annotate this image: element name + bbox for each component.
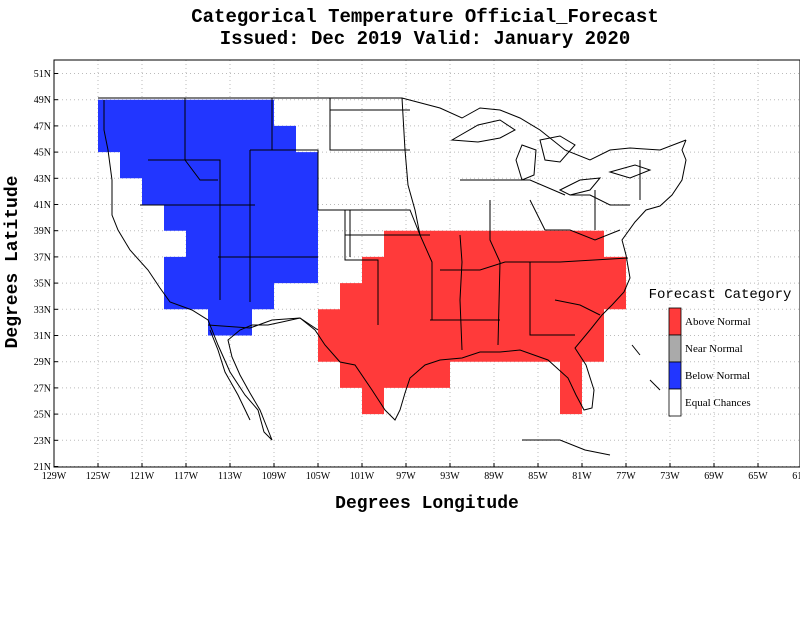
x-tick-label: 117W [174,471,199,482]
x-tick-label: 77W [616,471,636,482]
legend-label: Equal Chances [685,397,751,409]
x-tick-label: 121W [130,471,155,482]
y-tick-label: 51N [34,69,51,80]
x-axis-ticks: 129W 125W 121W 117W 113W 109W 105W 101W 97W 93W 89… [42,463,800,482]
x-tick-label: 89W [484,471,504,482]
x-tick-label: 65W [748,471,768,482]
y-tick-label: 25N [34,410,51,421]
x-tick-label: 105W [306,471,331,482]
legend-swatch [668,307,682,336]
x-tick-label: 69W [704,471,724,482]
y-tick-label: 47N [34,121,51,132]
x-tick-label: 73W [660,471,680,482]
y-tick-label: 31N [34,331,51,342]
y-tick-label: 45N [34,148,51,159]
x-tick-label: 93W [440,471,460,482]
y-tick-label: 43N [34,174,51,185]
x-tick-label: 129W [42,471,67,482]
y-tick-label: 27N [34,383,51,394]
y-tick-label: 23N [34,436,51,447]
x-tick-label: 97W [396,471,416,482]
y-tick-label: 21N [34,462,51,473]
y-tick-label: 33N [34,305,51,316]
chart-title: Categorical Temperature Official_Forecas… [191,6,659,28]
y-axis-label: Degrees Latitude [3,176,23,349]
legend-label: Above Normal [685,316,751,328]
x-tick-label: 85W [528,471,548,482]
legend-swatch [668,361,682,390]
legend-swatch [668,388,682,417]
legend-label: Near Normal [685,343,743,355]
x-tick-label: 125W [86,471,111,482]
us-outline [98,97,687,456]
y-tick-label: 41N [34,200,51,211]
above-normal-region [318,230,626,415]
legend-swatch [668,334,682,363]
x-tick-label: 81W [572,471,592,482]
x-tick-label: 61W [792,471,800,482]
x-tick-label: 109W [262,471,287,482]
legend-label: Below Normal [685,370,750,382]
y-axis-ticks: 51N 49N 47N 45N 43N 41N 39N 37N 35N 33N 31N 29N 27N 2… [34,69,58,473]
y-tick-label: 37N [34,252,51,263]
y-tick-label: 35N [34,279,51,290]
y-tick-label: 49N [34,95,51,106]
x-axis-label: Degrees Longitude [335,494,519,514]
y-tick-label: 39N [34,226,51,237]
below-normal-region [98,99,318,336]
legend: Forecast Category Above Normal Near Norma… [649,287,792,417]
chart-subtitle: Issued: Dec 2019 Valid: January 2020 [219,28,631,50]
x-tick-label: 113W [218,471,243,482]
x-tick-label: 101W [350,471,375,482]
legend-title: Forecast Category [649,287,792,303]
plot-frame [53,59,800,468]
y-tick-label: 29N [34,357,51,368]
